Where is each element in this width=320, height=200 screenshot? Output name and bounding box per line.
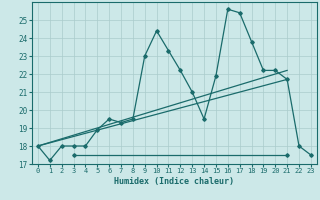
X-axis label: Humidex (Indice chaleur): Humidex (Indice chaleur) bbox=[115, 177, 234, 186]
